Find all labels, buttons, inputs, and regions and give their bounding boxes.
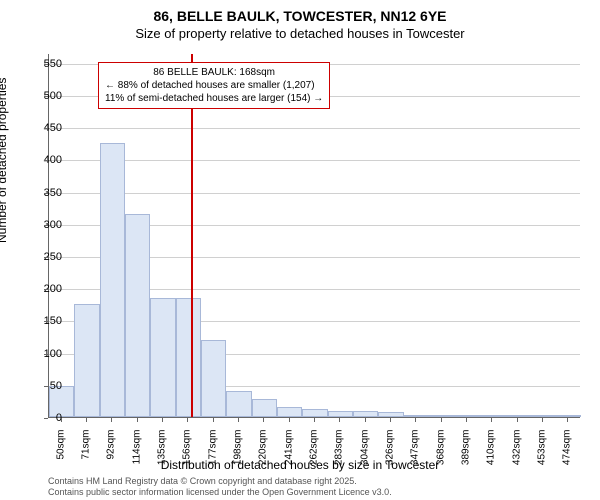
x-tick-label: 177sqm <box>207 430 218 470</box>
x-tick-label: 198sqm <box>233 430 244 470</box>
histogram-bar <box>226 391 251 417</box>
x-tick <box>238 418 239 422</box>
histogram-bar <box>505 415 530 417</box>
histogram-bar <box>100 143 125 417</box>
x-tick <box>390 418 391 422</box>
annotation-box: 86 BELLE BAULK: 168sqm ← 88% of detached… <box>98 62 330 109</box>
y-tick <box>44 257 48 258</box>
histogram-bar <box>201 340 226 417</box>
footer-line2: Contains public sector information licen… <box>48 487 392 498</box>
x-tick-label: 304sqm <box>359 430 370 470</box>
histogram-bar <box>378 412 403 417</box>
gridline <box>49 128 580 129</box>
histogram-bar <box>480 415 505 417</box>
x-tick <box>162 418 163 422</box>
y-tick <box>44 193 48 194</box>
x-tick <box>365 418 366 422</box>
y-tick <box>44 64 48 65</box>
y-tick <box>44 321 48 322</box>
y-tick <box>44 160 48 161</box>
x-tick-label: 156sqm <box>182 430 193 470</box>
x-tick-label: 453sqm <box>537 430 548 470</box>
histogram-bar <box>530 415 555 417</box>
x-tick <box>61 418 62 422</box>
x-tick <box>289 418 290 422</box>
x-tick <box>415 418 416 422</box>
histogram-bar <box>252 399 277 417</box>
y-tick <box>44 225 48 226</box>
histogram-bar <box>353 411 378 417</box>
x-tick <box>86 418 87 422</box>
x-tick-label: 114sqm <box>131 430 142 470</box>
x-tick <box>187 418 188 422</box>
x-tick-label: 50sqm <box>55 430 66 470</box>
x-tick-label: 474sqm <box>562 430 573 470</box>
histogram-bar <box>125 214 150 417</box>
y-tick <box>44 128 48 129</box>
x-tick <box>466 418 467 422</box>
x-tick-label: 262sqm <box>309 430 320 470</box>
y-tick-label: 50 <box>50 380 62 392</box>
anno-line3: 11% of semi-detached houses are larger (… <box>105 92 323 105</box>
x-tick <box>339 418 340 422</box>
x-tick-label: 347sqm <box>410 430 421 470</box>
histogram-bar <box>404 415 429 417</box>
y-tick <box>44 386 48 387</box>
histogram-bar <box>328 411 353 417</box>
footer-line1: Contains HM Land Registry data © Crown c… <box>48 476 392 487</box>
x-tick-label: 410sqm <box>486 430 497 470</box>
x-tick <box>517 418 518 422</box>
histogram-bar <box>429 415 454 417</box>
histogram-bar <box>176 298 201 417</box>
x-tick-label: 326sqm <box>385 430 396 470</box>
gridline <box>49 160 580 161</box>
x-tick <box>137 418 138 422</box>
x-tick-label: 71sqm <box>81 430 92 470</box>
x-tick-label: 135sqm <box>157 430 168 470</box>
histogram-bar <box>150 298 175 417</box>
x-tick <box>314 418 315 422</box>
x-tick-label: 92sqm <box>106 430 117 470</box>
histogram-bar <box>277 407 302 417</box>
y-tick <box>44 418 48 419</box>
x-tick <box>111 418 112 422</box>
x-tick <box>542 418 543 422</box>
chart-title: 86, BELLE BAULK, TOWCESTER, NN12 6YE <box>0 0 600 24</box>
histogram-bar <box>302 409 327 417</box>
x-tick <box>441 418 442 422</box>
x-tick-label: 283sqm <box>334 430 345 470</box>
footer: Contains HM Land Registry data © Crown c… <box>48 476 392 498</box>
chart-area: 86 BELLE BAULK: 168sqm ← 88% of detached… <box>48 54 580 418</box>
anno-line2: ← 88% of detached houses are smaller (1,… <box>105 79 323 92</box>
y-tick <box>44 96 48 97</box>
histogram-bar <box>454 415 479 417</box>
gridline <box>49 193 580 194</box>
x-tick <box>567 418 568 422</box>
x-tick <box>263 418 264 422</box>
y-tick <box>44 289 48 290</box>
x-tick-label: 432sqm <box>511 430 522 470</box>
x-tick-label: 241sqm <box>283 430 294 470</box>
y-axis-label: Number of detached properties <box>0 78 9 243</box>
y-tick <box>44 354 48 355</box>
x-tick <box>491 418 492 422</box>
anno-line1: 86 BELLE BAULK: 168sqm <box>105 66 323 79</box>
x-tick-label: 368sqm <box>435 430 446 470</box>
x-tick-label: 389sqm <box>461 430 472 470</box>
chart-subtitle: Size of property relative to detached ho… <box>0 24 600 45</box>
x-tick-label: 220sqm <box>258 430 269 470</box>
x-tick <box>213 418 214 422</box>
histogram-bar <box>556 415 581 417</box>
histogram-bar <box>74 304 99 417</box>
